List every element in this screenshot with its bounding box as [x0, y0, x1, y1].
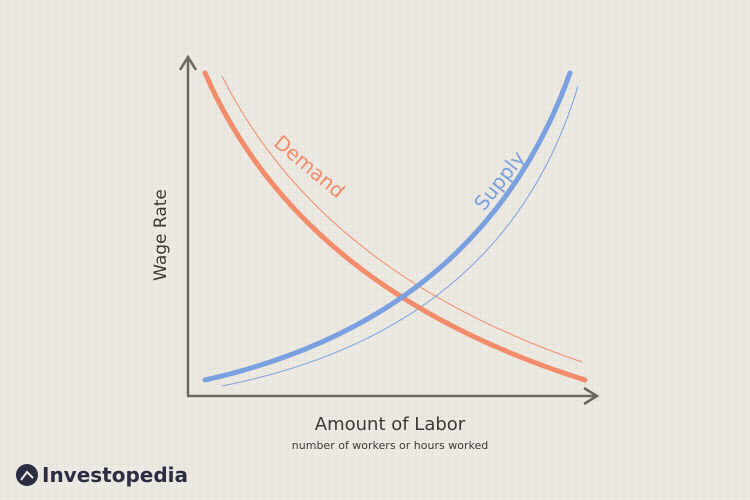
demand-shadow	[221, 75, 583, 363]
brand-logo: Investopedia	[16, 463, 188, 487]
y-axis-label: Wage Rate	[151, 189, 171, 281]
y-axis-arrow	[178, 54, 198, 71]
x-axis-sublabel: number of workers or hours worked	[292, 439, 488, 452]
supply-shadow	[221, 85, 579, 387]
supply-curve	[202, 70, 573, 383]
axes	[178, 54, 600, 406]
logo-mark	[20, 470, 34, 481]
x-axis-label: Amount of Labor	[315, 414, 466, 435]
brand-name: Investopedia	[42, 463, 188, 487]
logo-icon	[16, 464, 38, 486]
demand-curve	[202, 70, 588, 383]
x-axis-arrow	[583, 386, 600, 406]
